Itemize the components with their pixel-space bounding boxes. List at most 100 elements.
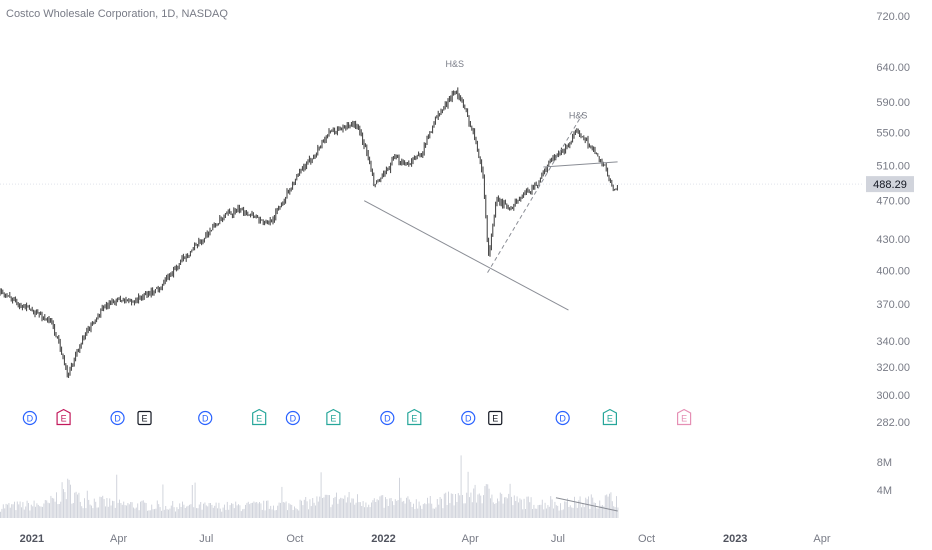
volume-bar	[43, 503, 45, 518]
earnings-shield	[676, 408, 692, 426]
volume-bar	[221, 511, 223, 518]
volume-bar	[182, 501, 183, 518]
volume-bar	[141, 500, 143, 518]
volume-bar	[270, 505, 272, 518]
volume-axis: 8M 4M	[877, 457, 892, 497]
volume-bar	[418, 501, 420, 518]
volume-bar	[506, 498, 508, 518]
volume-bar	[441, 498, 442, 518]
volume-bars	[0, 455, 619, 518]
volume-bar	[117, 502, 119, 518]
volume-bar	[100, 497, 102, 518]
volume-bar	[575, 502, 577, 518]
volume-bar	[170, 505, 172, 518]
volume-bar	[134, 508, 136, 518]
volume-bar	[319, 496, 321, 518]
volume-bar	[256, 502, 258, 518]
volume-bar	[382, 495, 384, 518]
volume-bar	[516, 496, 518, 518]
volume-bar	[26, 500, 28, 518]
volume-bar	[354, 504, 356, 518]
volume-bar	[561, 510, 563, 518]
volume-bar	[215, 502, 217, 518]
time-tick-label: 2022	[371, 533, 395, 545]
volume-bar	[8, 503, 10, 518]
volume-bar	[350, 502, 351, 518]
time-tick-label: Apr	[813, 533, 830, 545]
volume-bar	[273, 505, 274, 518]
volume-bar	[211, 504, 213, 518]
volume-bar	[326, 494, 328, 518]
volume-bar	[4, 508, 6, 518]
volume-bar	[341, 498, 343, 518]
volume-bar	[366, 507, 368, 518]
volume-bar	[438, 504, 440, 518]
volume-bar	[9, 507, 11, 518]
volume-bar	[235, 501, 237, 518]
volume-bar	[32, 506, 34, 518]
time-tick-label: Jul	[551, 533, 565, 545]
volume-bar	[439, 497, 441, 518]
volume-bar	[99, 496, 101, 518]
volume-bar	[302, 505, 304, 518]
volume-bar	[530, 497, 532, 518]
price-tick-label: 370.00	[876, 299, 910, 311]
volume-bar	[222, 507, 224, 518]
volume-bar	[442, 508, 444, 518]
volume-bar	[189, 504, 190, 518]
time-tick-label: Jul	[199, 533, 213, 545]
volume-bar	[316, 496, 318, 518]
dividend-marker: D	[198, 410, 213, 426]
volume-bar	[537, 505, 539, 518]
volume-bar	[417, 508, 419, 518]
volume-bar	[50, 495, 52, 518]
volume-bar	[338, 499, 340, 518]
volume-bar	[386, 499, 388, 518]
volume-bar	[133, 507, 134, 518]
earnings-shield	[407, 408, 422, 426]
volume-bar	[407, 496, 409, 518]
volume-bar	[469, 497, 470, 518]
volume-bar	[315, 505, 316, 518]
volume-bar	[401, 501, 403, 518]
volume-bar	[568, 507, 570, 518]
volume-bar	[324, 494, 326, 518]
volume-bar	[513, 495, 515, 518]
volume-bar	[494, 504, 496, 518]
volume-bar	[544, 502, 546, 518]
volume-bar	[462, 495, 463, 518]
volume-bar	[313, 502, 315, 518]
volume-bar	[491, 494, 493, 518]
volume-bar	[131, 502, 133, 518]
volume-bar	[82, 508, 84, 518]
volume-bar	[232, 503, 234, 518]
volume-bar	[295, 508, 297, 518]
volume-bar	[263, 500, 265, 518]
volume-bar	[138, 510, 140, 518]
volume-bar	[274, 510, 276, 518]
volume-bar	[204, 502, 206, 518]
volume-bar	[467, 471, 469, 518]
volume-bar	[593, 502, 595, 518]
pattern-label: H&S	[446, 59, 465, 69]
volume-bar	[292, 510, 294, 518]
volume-tick-label: 4M	[877, 485, 892, 497]
trendline	[543, 161, 618, 168]
volume-bar	[60, 501, 62, 518]
marker-letter: D	[559, 414, 566, 424]
volume-bar	[564, 501, 566, 518]
time-tick-label: Apr	[110, 533, 127, 545]
volume-bar	[529, 502, 531, 518]
volume-bar	[390, 498, 392, 518]
volume-bar	[186, 506, 188, 518]
volume-bar	[169, 508, 171, 518]
volume-bar	[218, 502, 220, 518]
volume-bar	[600, 505, 602, 518]
marker-letter: E	[411, 414, 417, 424]
volume-bar	[422, 504, 424, 518]
volume-bar	[84, 498, 85, 518]
volume-bar	[546, 508, 547, 518]
volume-bar	[392, 501, 393, 518]
earnings-marker: E	[252, 408, 267, 426]
